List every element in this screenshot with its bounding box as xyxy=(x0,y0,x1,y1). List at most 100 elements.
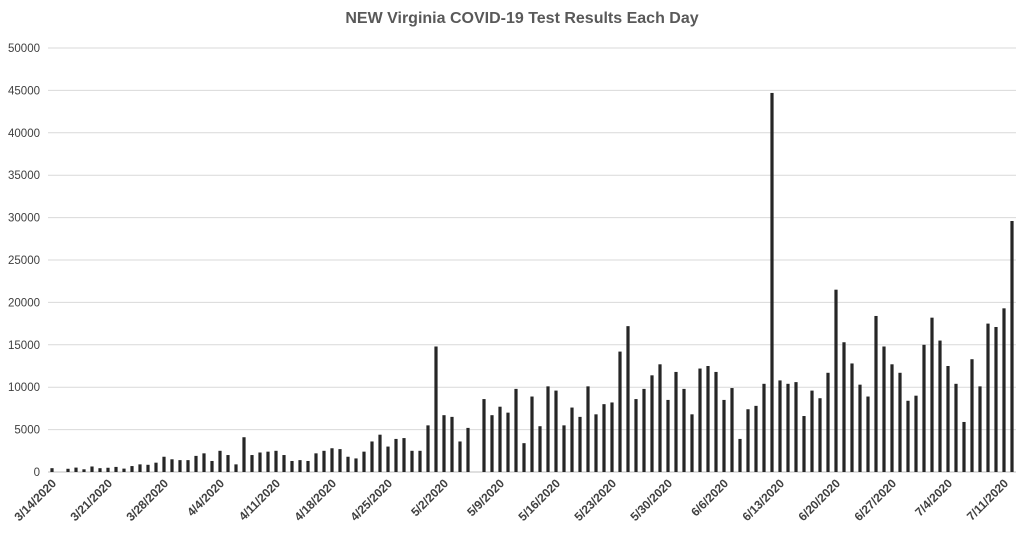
y-tick-label: 25000 xyxy=(8,255,40,267)
bar xyxy=(874,315,878,472)
y-tick-label: 45000 xyxy=(8,85,40,97)
bar xyxy=(794,382,798,472)
bar xyxy=(394,438,398,472)
y-tick-label: 50000 xyxy=(8,43,40,55)
bar xyxy=(218,450,222,472)
y-tick-label: 5000 xyxy=(14,425,40,437)
y-tick-label: 20000 xyxy=(8,297,40,309)
bar xyxy=(426,425,430,472)
bar xyxy=(74,467,78,472)
x-tick-label: 4/25/2020 xyxy=(347,476,395,524)
bar xyxy=(258,452,262,472)
bar xyxy=(650,375,654,472)
y-tick-label: 15000 xyxy=(8,340,40,352)
x-tick-label: 5/16/2020 xyxy=(515,476,563,524)
x-tick-label: 3/21/2020 xyxy=(67,476,115,524)
bar xyxy=(1002,308,1006,472)
bar xyxy=(170,459,174,472)
bar xyxy=(890,364,894,472)
x-tick-label: 4/18/2020 xyxy=(291,476,339,524)
bar xyxy=(682,388,686,472)
bar xyxy=(802,416,806,472)
x-tick-label: 6/6/2020 xyxy=(688,476,731,519)
bar xyxy=(866,396,870,472)
bar xyxy=(850,363,854,472)
bar xyxy=(666,399,670,472)
bar xyxy=(618,351,622,472)
bar xyxy=(570,407,574,472)
bar xyxy=(482,399,486,472)
bar xyxy=(914,395,918,472)
bar xyxy=(354,458,358,472)
bar xyxy=(690,414,694,472)
bar xyxy=(466,427,470,472)
bar xyxy=(842,342,846,472)
bar xyxy=(554,390,558,472)
x-tick-label: 3/28/2020 xyxy=(123,476,171,524)
bar xyxy=(722,399,726,472)
bar xyxy=(410,450,414,472)
x-tick-label: 4/4/2020 xyxy=(184,476,227,519)
x-tick-label: 5/2/2020 xyxy=(408,476,451,519)
bar xyxy=(402,438,406,472)
bar xyxy=(178,460,182,472)
bar xyxy=(954,383,958,472)
bar xyxy=(610,402,614,472)
bar xyxy=(210,460,214,472)
bar xyxy=(146,464,150,472)
bar xyxy=(106,467,110,472)
bar xyxy=(506,412,510,472)
y-tick-label: 0 xyxy=(34,467,40,479)
bar xyxy=(250,455,254,472)
bar xyxy=(530,396,534,472)
bar xyxy=(906,400,910,472)
x-tick-label: 6/27/2020 xyxy=(851,476,899,524)
bar xyxy=(186,460,190,472)
bar xyxy=(442,415,446,472)
x-axis: 3/14/2020 3/21/2020 3/28/2020 4/4/2020 4/11/… xyxy=(11,476,1011,524)
bar xyxy=(234,464,238,472)
bar xyxy=(202,453,206,472)
bar xyxy=(994,326,998,472)
bar xyxy=(578,416,582,472)
bar xyxy=(898,372,902,472)
bar xyxy=(674,371,678,472)
bar xyxy=(282,455,286,472)
bar xyxy=(626,326,630,472)
bar xyxy=(882,346,886,472)
bar xyxy=(658,364,662,472)
bar xyxy=(538,426,542,472)
bar xyxy=(546,386,550,472)
bar xyxy=(730,388,734,472)
bar xyxy=(378,434,382,472)
bar xyxy=(970,359,974,472)
bar xyxy=(602,404,606,472)
bar xyxy=(594,414,598,472)
bar xyxy=(290,460,294,472)
bar xyxy=(922,344,926,472)
y-axis: 0 5000 10000 15000 20000 25000 30000 35000 40000… xyxy=(8,43,40,479)
y-tick-label: 10000 xyxy=(8,382,40,394)
bar xyxy=(154,462,158,472)
bar xyxy=(938,340,942,472)
x-tick-label: 4/11/2020 xyxy=(236,476,283,523)
bar xyxy=(306,460,310,472)
bar xyxy=(370,441,374,472)
bar xyxy=(522,443,526,472)
bar xyxy=(698,368,702,472)
bar xyxy=(586,386,590,472)
x-tick-label: 6/20/2020 xyxy=(795,476,843,524)
x-tick-label: 6/13/2020 xyxy=(739,476,787,524)
bar xyxy=(98,468,102,472)
bar xyxy=(418,450,422,472)
bar xyxy=(714,371,718,472)
bar xyxy=(122,468,126,472)
bar xyxy=(346,456,350,472)
bar xyxy=(738,438,742,472)
bar xyxy=(642,388,646,472)
bar xyxy=(450,416,454,472)
bar xyxy=(498,406,502,472)
bar xyxy=(266,451,270,472)
bar xyxy=(514,388,518,472)
